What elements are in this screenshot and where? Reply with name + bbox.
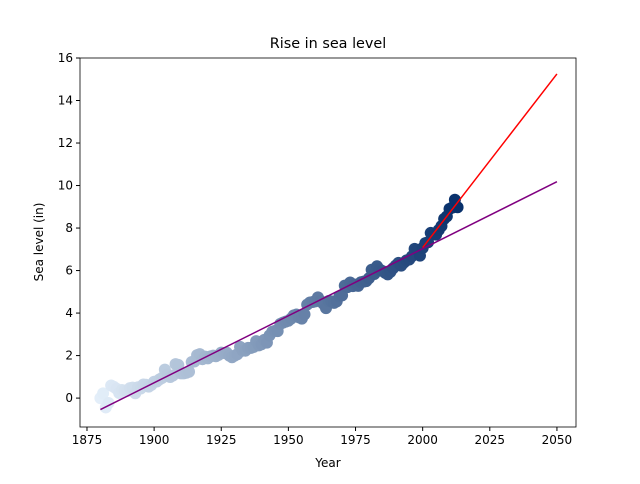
y-tick-label: 10 [58,179,73,193]
y-tick-label: 16 [58,51,73,65]
fit-line [422,73,558,249]
scatter-point [97,387,110,400]
plot-frame [79,57,577,428]
chart-title: Rise in sea level [270,36,387,52]
scatter-point [451,201,464,214]
x-tick-label: 2000 [407,433,438,447]
x-tick-label: 2050 [542,433,573,447]
y-tick-label: 12 [58,136,73,150]
y-axis-label: Sea level (in) [32,203,46,282]
y-tick-label: 4 [65,306,73,320]
y-tick-label: 6 [65,264,73,278]
scatter-point [298,308,311,321]
x-tick-label: 1875 [72,433,103,447]
fit-line [100,181,558,411]
x-tick-label: 1925 [206,433,237,447]
y-tick-label: 14 [58,94,73,108]
x-axis-label: Year [314,456,340,470]
x-tick-label: 2025 [475,433,506,447]
y-tick-label: 0 [65,391,73,405]
scatter-point [183,365,196,378]
x-tick-label: 1975 [340,433,371,447]
scatter-point [102,396,115,409]
x-tick-label: 1950 [273,433,304,447]
y-tick-label: 8 [65,221,73,235]
y-tick-label: 2 [65,349,73,363]
x-tick-label: 1900 [139,433,170,447]
